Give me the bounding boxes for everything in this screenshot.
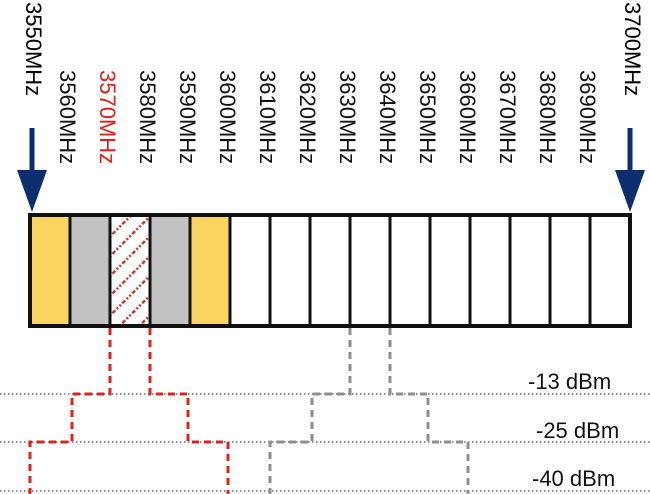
channel-cell-6 — [228, 213, 272, 328]
channel-labels: 3560MHz 3570MHz 3580MHz 3590MHz 3600MHz 3610M… — [55, 70, 600, 164]
channel-label-8: 3630MHz — [335, 70, 360, 164]
channel-cell-5 — [188, 213, 232, 328]
level-label-40: -40 dBm — [532, 466, 615, 491]
channel-label-7: 3620MHz — [295, 70, 320, 164]
channel-band — [28, 213, 632, 328]
arrow-right-icon — [615, 128, 645, 212]
level-label-25: -25 dBm — [536, 418, 619, 443]
channel-cell-8 — [308, 213, 352, 328]
channel-cell-2 — [68, 213, 112, 328]
red-emission-mask-right — [148, 328, 230, 494]
channel-cell-11 — [428, 213, 472, 328]
edge-label-left: 3550MHz — [21, 2, 46, 96]
channel-label-1: 3560MHz — [55, 70, 80, 164]
channel-cell-14 — [548, 213, 592, 328]
channel-cell-12 — [468, 213, 512, 328]
channel-label-13: 3680MHz — [535, 70, 560, 164]
red-emission-mask — [28, 328, 112, 494]
channel-cell-15 — [588, 213, 632, 328]
channel-cell-4 — [148, 213, 192, 328]
arrow-left-icon — [17, 128, 47, 212]
edge-label-right: 3700MHz — [620, 2, 645, 96]
channel-cell-9 — [348, 213, 392, 328]
channel-label-11: 3660MHz — [455, 70, 480, 164]
channel-cell-1 — [28, 213, 72, 328]
channel-cell-3 — [108, 213, 152, 328]
channel-cell-13 — [508, 213, 552, 328]
channel-label-5: 3600MHz — [215, 70, 240, 164]
channel-label-10: 3650MHz — [415, 70, 440, 164]
channel-label-6: 3610MHz — [255, 70, 280, 164]
channel-label-14: 3690MHz — [575, 70, 600, 164]
channel-label-9: 3640MHz — [375, 70, 400, 164]
gray-emission-mask — [268, 328, 352, 494]
channel-label-12: 3670MHz — [495, 70, 520, 164]
level-label-13: -13 dBm — [528, 369, 611, 394]
band-outline — [28, 213, 632, 328]
channel-label-2: 3570MHz — [95, 70, 120, 164]
channel-cell-7 — [268, 213, 312, 328]
gray-emission-mask-right — [388, 328, 470, 494]
channel-label-4: 3590MHz — [175, 70, 200, 164]
channel-label-3: 3580MHz — [135, 70, 160, 164]
channel-cell-10 — [388, 213, 432, 328]
